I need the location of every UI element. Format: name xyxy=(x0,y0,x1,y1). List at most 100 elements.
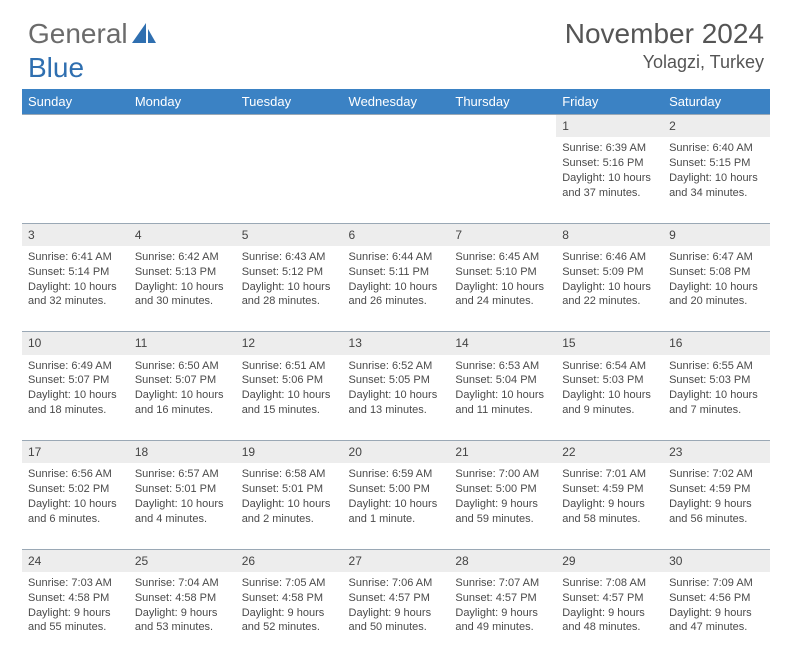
sunrise-text: Sunrise: 6:55 AM xyxy=(669,359,764,374)
brand-logo: General xyxy=(28,18,158,50)
sunrise-text: Sunrise: 6:47 AM xyxy=(669,250,764,265)
daylight-text: Daylight: 10 hours and 7 minutes. xyxy=(669,388,764,418)
sunset-text: Sunset: 5:13 PM xyxy=(135,265,230,280)
daylight-text: Daylight: 9 hours and 59 minutes. xyxy=(455,497,550,527)
brand-word-1: General xyxy=(28,18,128,50)
weekday-header: Monday xyxy=(129,89,236,115)
daylight-text: Daylight: 10 hours and 37 minutes. xyxy=(562,171,657,201)
sunset-text: Sunset: 5:11 PM xyxy=(349,265,444,280)
sunset-text: Sunset: 4:59 PM xyxy=(562,482,657,497)
daylight-text: Daylight: 10 hours and 22 minutes. xyxy=(562,280,657,310)
sunset-text: Sunset: 5:05 PM xyxy=(349,373,444,388)
daylight-text: Daylight: 9 hours and 50 minutes. xyxy=(349,606,444,636)
day-content-cell: Sunrise: 6:45 AMSunset: 5:10 PMDaylight:… xyxy=(449,246,556,332)
sunset-text: Sunset: 5:07 PM xyxy=(135,373,230,388)
sunrise-text: Sunrise: 6:57 AM xyxy=(135,467,230,482)
daylight-text: Daylight: 9 hours and 58 minutes. xyxy=(562,497,657,527)
day-number-cell: 7 xyxy=(449,223,556,246)
weekday-header: Thursday xyxy=(449,89,556,115)
sail-icon xyxy=(132,23,158,45)
sunrise-text: Sunrise: 6:44 AM xyxy=(349,250,444,265)
sunset-text: Sunset: 5:07 PM xyxy=(28,373,123,388)
day-number-cell: 15 xyxy=(556,332,663,355)
sunset-text: Sunset: 5:15 PM xyxy=(669,156,764,171)
sunrise-text: Sunrise: 7:02 AM xyxy=(669,467,764,482)
sunrise-text: Sunrise: 6:50 AM xyxy=(135,359,230,374)
sunset-text: Sunset: 5:02 PM xyxy=(28,482,123,497)
day-content-cell: Sunrise: 6:53 AMSunset: 5:04 PMDaylight:… xyxy=(449,355,556,441)
daylight-text: Daylight: 10 hours and 34 minutes. xyxy=(669,171,764,201)
daylight-text: Daylight: 10 hours and 24 minutes. xyxy=(455,280,550,310)
day-number-cell: 14 xyxy=(449,332,556,355)
sunset-text: Sunset: 5:01 PM xyxy=(242,482,337,497)
sunrise-text: Sunrise: 7:08 AM xyxy=(562,576,657,591)
day-number-cell: 13 xyxy=(343,332,450,355)
daylight-text: Daylight: 10 hours and 1 minute. xyxy=(349,497,444,527)
sunset-text: Sunset: 5:09 PM xyxy=(562,265,657,280)
day-number-cell: 17 xyxy=(22,441,129,464)
sunset-text: Sunset: 5:06 PM xyxy=(242,373,337,388)
sunset-text: Sunset: 5:14 PM xyxy=(28,265,123,280)
day-content-cell: Sunrise: 6:47 AMSunset: 5:08 PMDaylight:… xyxy=(663,246,770,332)
day-number-cell: 24 xyxy=(22,549,129,572)
day-content-cell: Sunrise: 7:01 AMSunset: 4:59 PMDaylight:… xyxy=(556,463,663,549)
day-number-cell xyxy=(343,115,450,138)
day-number-cell: 12 xyxy=(236,332,343,355)
day-content-cell: Sunrise: 6:51 AMSunset: 5:06 PMDaylight:… xyxy=(236,355,343,441)
sunrise-text: Sunrise: 7:01 AM xyxy=(562,467,657,482)
day-content-cell: Sunrise: 6:58 AMSunset: 5:01 PMDaylight:… xyxy=(236,463,343,549)
daylight-text: Daylight: 10 hours and 2 minutes. xyxy=(242,497,337,527)
day-content-cell: Sunrise: 6:44 AMSunset: 5:11 PMDaylight:… xyxy=(343,246,450,332)
day-content-cell xyxy=(343,137,450,223)
day-content-cell: Sunrise: 7:07 AMSunset: 4:57 PMDaylight:… xyxy=(449,572,556,658)
day-content-cell: Sunrise: 6:49 AMSunset: 5:07 PMDaylight:… xyxy=(22,355,129,441)
sunrise-text: Sunrise: 7:04 AM xyxy=(135,576,230,591)
daylight-text: Daylight: 9 hours and 53 minutes. xyxy=(135,606,230,636)
day-content-cell: Sunrise: 6:59 AMSunset: 5:00 PMDaylight:… xyxy=(343,463,450,549)
day-number-cell xyxy=(22,115,129,138)
sunset-text: Sunset: 4:58 PM xyxy=(242,591,337,606)
sunrise-text: Sunrise: 6:53 AM xyxy=(455,359,550,374)
day-content-cell: Sunrise: 7:03 AMSunset: 4:58 PMDaylight:… xyxy=(22,572,129,658)
calendar-table: SundayMondayTuesdayWednesdayThursdayFrid… xyxy=(22,89,770,658)
sunset-text: Sunset: 5:03 PM xyxy=(562,373,657,388)
sunrise-text: Sunrise: 6:45 AM xyxy=(455,250,550,265)
day-number-cell: 16 xyxy=(663,332,770,355)
sunset-text: Sunset: 4:56 PM xyxy=(669,591,764,606)
sunrise-text: Sunrise: 6:39 AM xyxy=(562,141,657,156)
day-number-cell: 8 xyxy=(556,223,663,246)
day-number-cell: 25 xyxy=(129,549,236,572)
sunset-text: Sunset: 5:16 PM xyxy=(562,156,657,171)
day-number-cell: 4 xyxy=(129,223,236,246)
day-content-cell: Sunrise: 6:42 AMSunset: 5:13 PMDaylight:… xyxy=(129,246,236,332)
month-title: November 2024 xyxy=(565,18,764,50)
weekday-header: Tuesday xyxy=(236,89,343,115)
daylight-text: Daylight: 10 hours and 20 minutes. xyxy=(669,280,764,310)
day-content-cell xyxy=(449,137,556,223)
day-number-cell: 11 xyxy=(129,332,236,355)
daylight-text: Daylight: 10 hours and 30 minutes. xyxy=(135,280,230,310)
daylight-text: Daylight: 10 hours and 13 minutes. xyxy=(349,388,444,418)
sunset-text: Sunset: 4:59 PM xyxy=(669,482,764,497)
daylight-text: Daylight: 10 hours and 15 minutes. xyxy=(242,388,337,418)
sunrise-text: Sunrise: 6:49 AM xyxy=(28,359,123,374)
daylight-text: Daylight: 9 hours and 49 minutes. xyxy=(455,606,550,636)
sunrise-text: Sunrise: 7:05 AM xyxy=(242,576,337,591)
sunrise-text: Sunrise: 6:41 AM xyxy=(28,250,123,265)
sunrise-text: Sunrise: 6:58 AM xyxy=(242,467,337,482)
day-content-cell: Sunrise: 6:40 AMSunset: 5:15 PMDaylight:… xyxy=(663,137,770,223)
day-number-cell: 21 xyxy=(449,441,556,464)
sunset-text: Sunset: 5:00 PM xyxy=(455,482,550,497)
sunset-text: Sunset: 5:00 PM xyxy=(349,482,444,497)
daylight-text: Daylight: 10 hours and 26 minutes. xyxy=(349,280,444,310)
day-content-cell: Sunrise: 6:41 AMSunset: 5:14 PMDaylight:… xyxy=(22,246,129,332)
day-content-cell: Sunrise: 7:08 AMSunset: 4:57 PMDaylight:… xyxy=(556,572,663,658)
day-number-cell: 1 xyxy=(556,115,663,138)
day-content-cell: Sunrise: 6:56 AMSunset: 5:02 PMDaylight:… xyxy=(22,463,129,549)
sunset-text: Sunset: 5:04 PM xyxy=(455,373,550,388)
day-number-cell: 9 xyxy=(663,223,770,246)
day-number-cell: 10 xyxy=(22,332,129,355)
day-number-cell: 3 xyxy=(22,223,129,246)
day-content-cell: Sunrise: 7:02 AMSunset: 4:59 PMDaylight:… xyxy=(663,463,770,549)
daylight-text: Daylight: 10 hours and 28 minutes. xyxy=(242,280,337,310)
